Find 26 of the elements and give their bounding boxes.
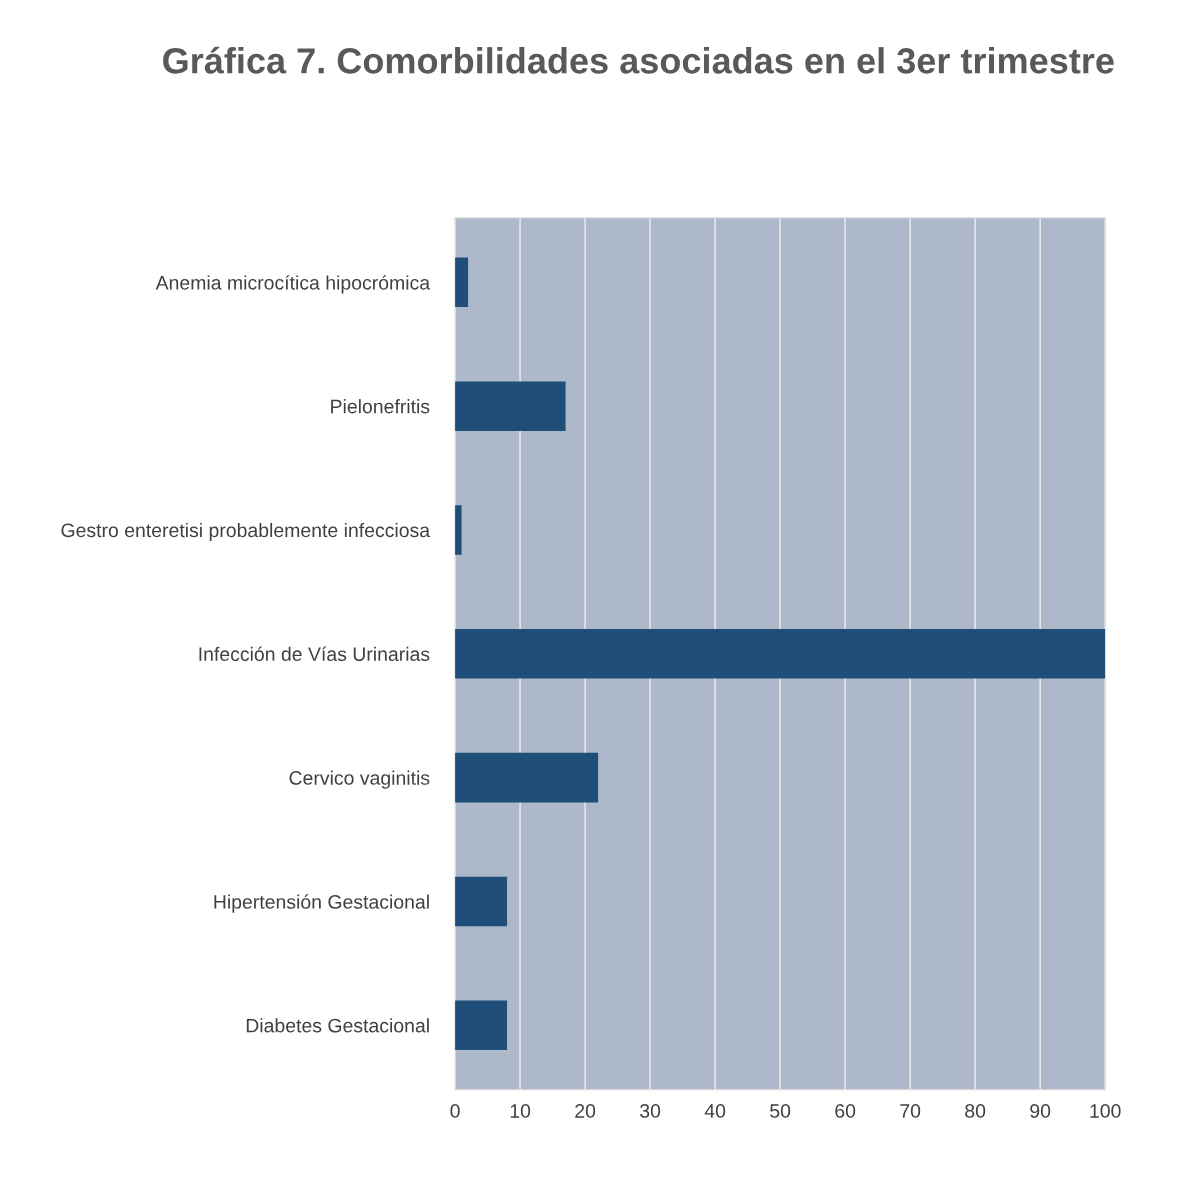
x-tick-label: 60 <box>835 1104 856 1118</box>
y-tick-label: Gestro enteretisi probablemente infecciosa <box>61 522 431 542</box>
bar <box>455 1000 508 1051</box>
y-tick-label: Hipertensión Gestacional <box>214 894 429 913</box>
x-tick-label: 0 <box>450 1104 460 1118</box>
x-tick-label: 30 <box>640 1104 661 1118</box>
bar <box>455 381 566 431</box>
y-tick-label: Infección de Vías Urinarias <box>199 646 430 662</box>
x-tick-label: 20 <box>575 1104 596 1118</box>
x-tick-label: 10 <box>510 1104 531 1118</box>
x-tick-label: 90 <box>1030 1104 1051 1118</box>
y-tick-label: Anemia microcítica hipocrómica <box>155 275 431 294</box>
bar <box>455 876 508 927</box>
y-tick-label: Cervico vaginitis <box>289 770 430 789</box>
bar <box>455 752 599 803</box>
bar <box>455 505 462 555</box>
y-tick-label: Diabetes Gestacional <box>246 1018 429 1033</box>
x-tick-label: 100 <box>1090 1104 1121 1118</box>
bar <box>455 629 1106 679</box>
x-tick-label: 80 <box>965 1104 986 1118</box>
bar <box>455 257 469 308</box>
y-tick-label: Pielonefritis <box>331 399 430 414</box>
chart-title: Gráfica 7. Comorbilidades asociadas en el 3er trimestre <box>163 46 1114 74</box>
x-tick-label: 70 <box>900 1104 921 1118</box>
x-tick-label: 50 <box>770 1104 791 1118</box>
x-tick-label: 40 <box>704 1104 726 1118</box>
